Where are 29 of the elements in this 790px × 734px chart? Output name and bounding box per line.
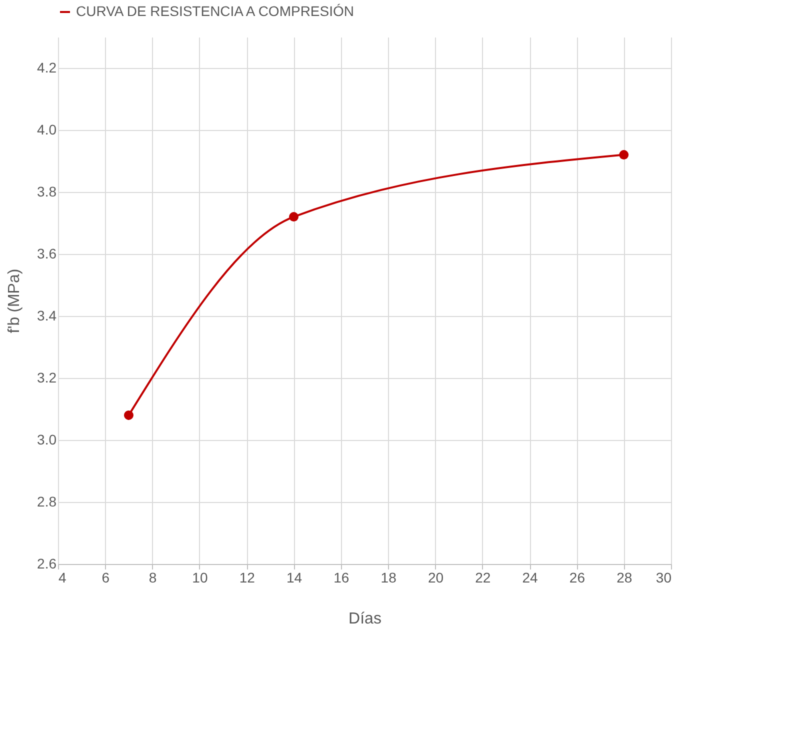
point: [124, 410, 134, 420]
x-tick-label: 30: [656, 570, 672, 586]
x-tick-label: 10: [192, 570, 208, 586]
x-tick-label: 22: [475, 570, 491, 586]
x-tick-label: 14: [286, 570, 302, 586]
y-tick-label: 4.2: [37, 60, 57, 76]
x-tick-label: 4: [58, 570, 66, 586]
x-tick-label: 8: [148, 570, 157, 586]
point: [289, 212, 299, 222]
y-tick-label: 4.0: [37, 122, 57, 138]
x-tick-label: 28: [616, 570, 632, 586]
y-tick-label: 3.4: [37, 308, 57, 324]
y-tick-label: 3.2: [37, 370, 57, 386]
y-tick-label: 2.6: [37, 556, 57, 572]
x-tick-label: 16: [334, 570, 350, 586]
y-tick-label: 3.8: [37, 184, 57, 200]
x-tick-label: 6: [102, 570, 110, 586]
y-tick-label: 3.6: [37, 246, 57, 262]
point: [619, 150, 629, 160]
x-tick-label: 24: [522, 570, 538, 586]
x-tick-label: 18: [380, 570, 397, 586]
legend-label: CURVA DE RESISTENCIA A COMPRESIÓN: [76, 3, 354, 19]
y-tick-label: 3.0: [37, 432, 57, 448]
x-tick-label: 12: [239, 570, 256, 586]
x-axis-title: Días: [348, 610, 382, 628]
x-tick-label: 20: [428, 570, 444, 586]
y-tick-label: 2.8: [37, 494, 57, 510]
x-tick-label: 26: [569, 570, 586, 586]
y-axis-title: f'b (MPa): [6, 268, 24, 334]
